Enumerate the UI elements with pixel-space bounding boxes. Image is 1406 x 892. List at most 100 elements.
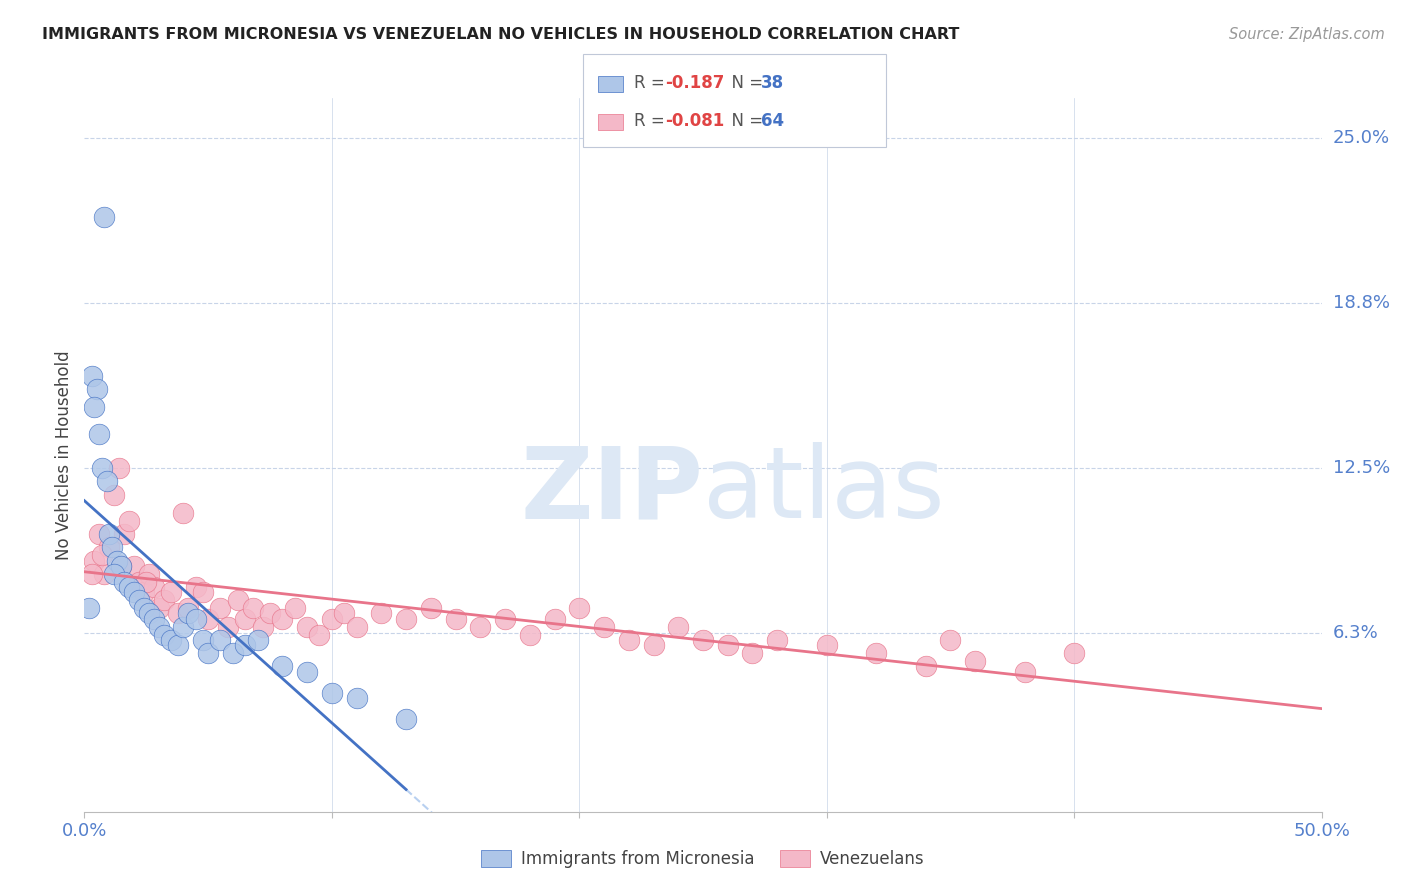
Point (100, 541, 122, 555)
Point (741, 646, 763, 660)
Point (108, 461, 131, 475)
Point (766, 632, 789, 647)
Point (717, 638, 740, 652)
Point (83, 401, 105, 415)
Point (246, 632, 269, 647)
Point (148, 620, 170, 634)
Point (86, 382, 108, 396)
Point (308, 627, 330, 641)
Text: Source: ZipAtlas.com: Source: ZipAtlas.com (1229, 27, 1385, 42)
Point (370, 607, 392, 621)
Point (271, 612, 294, 626)
Text: ZIP: ZIP (520, 442, 703, 539)
Point (643, 638, 665, 652)
Point (89, 527, 111, 541)
Point (284, 601, 307, 615)
Point (98, 541, 121, 555)
Point (148, 601, 170, 615)
Point (167, 638, 190, 652)
Point (110, 558, 132, 573)
Point (242, 601, 264, 615)
Point (233, 612, 256, 626)
Point (80, 368, 103, 383)
Point (83, 554, 105, 568)
Point (90, 549, 112, 563)
Text: 38: 38 (761, 75, 783, 93)
Point (419, 601, 441, 615)
Point (593, 620, 616, 634)
Point (395, 712, 418, 726)
Point (321, 612, 343, 626)
Point (209, 632, 232, 647)
Text: 25.0%: 25.0% (1333, 128, 1391, 147)
Point (122, 558, 145, 573)
Point (184, 580, 207, 594)
Point (226, 593, 249, 607)
Point (222, 646, 245, 660)
Point (79, 601, 101, 615)
Point (177, 601, 200, 615)
Point (519, 627, 541, 641)
Point (191, 585, 214, 599)
Point (105, 554, 128, 568)
Point (172, 506, 194, 520)
Point (295, 620, 318, 634)
Point (89, 426, 111, 441)
Point (252, 620, 274, 634)
Point (617, 632, 640, 647)
Point (142, 612, 165, 626)
Point (138, 566, 160, 581)
Text: -0.081: -0.081 (665, 112, 724, 130)
Point (172, 620, 194, 634)
Point (1014, 665, 1036, 679)
Point (197, 646, 219, 660)
Point (167, 607, 190, 621)
Point (80, 566, 103, 581)
Point (132, 601, 155, 615)
Point (470, 620, 492, 634)
Point (103, 487, 125, 501)
Point (666, 620, 689, 634)
Text: 12.5%: 12.5% (1333, 459, 1391, 477)
Point (209, 601, 232, 615)
Point (98, 527, 121, 541)
Text: IMMIGRANTS FROM MICRONESIA VS VENEZUELAN NO VEHICLES IN HOUSEHOLD CORRELATION CH: IMMIGRANTS FROM MICRONESIA VS VENEZUELAN… (42, 27, 959, 42)
Point (135, 574, 157, 589)
Point (395, 612, 418, 626)
Point (865, 646, 887, 660)
Point (184, 612, 207, 626)
Y-axis label: No Vehicles in Household: No Vehicles in Household (55, 350, 73, 560)
Text: 18.8%: 18.8% (1333, 294, 1389, 312)
Text: N =: N = (721, 75, 769, 93)
Point (132, 585, 155, 599)
Point (914, 659, 936, 673)
Point (259, 607, 281, 621)
Point (110, 558, 132, 573)
Point (128, 574, 150, 589)
Legend: Immigrants from Micronesia, Venezuelans: Immigrants from Micronesia, Venezuelans (475, 843, 931, 875)
Text: 6.3%: 6.3% (1333, 624, 1378, 642)
Point (93, 210, 115, 224)
Point (321, 686, 343, 700)
Text: -0.187: -0.187 (665, 75, 724, 93)
Point (692, 632, 714, 647)
Point (112, 527, 135, 541)
Point (333, 607, 356, 621)
Point (233, 638, 256, 652)
Point (965, 654, 987, 668)
Point (142, 580, 165, 594)
Point (444, 612, 467, 626)
Point (939, 632, 962, 647)
Point (543, 612, 565, 626)
Point (191, 632, 214, 647)
Text: 64: 64 (761, 112, 783, 130)
Point (346, 620, 368, 634)
Point (90, 461, 112, 475)
Point (160, 632, 183, 647)
Point (160, 585, 183, 599)
Point (217, 620, 239, 634)
Point (152, 627, 174, 641)
Point (1063, 646, 1085, 660)
Text: R =: R = (634, 75, 671, 93)
Point (346, 691, 368, 706)
